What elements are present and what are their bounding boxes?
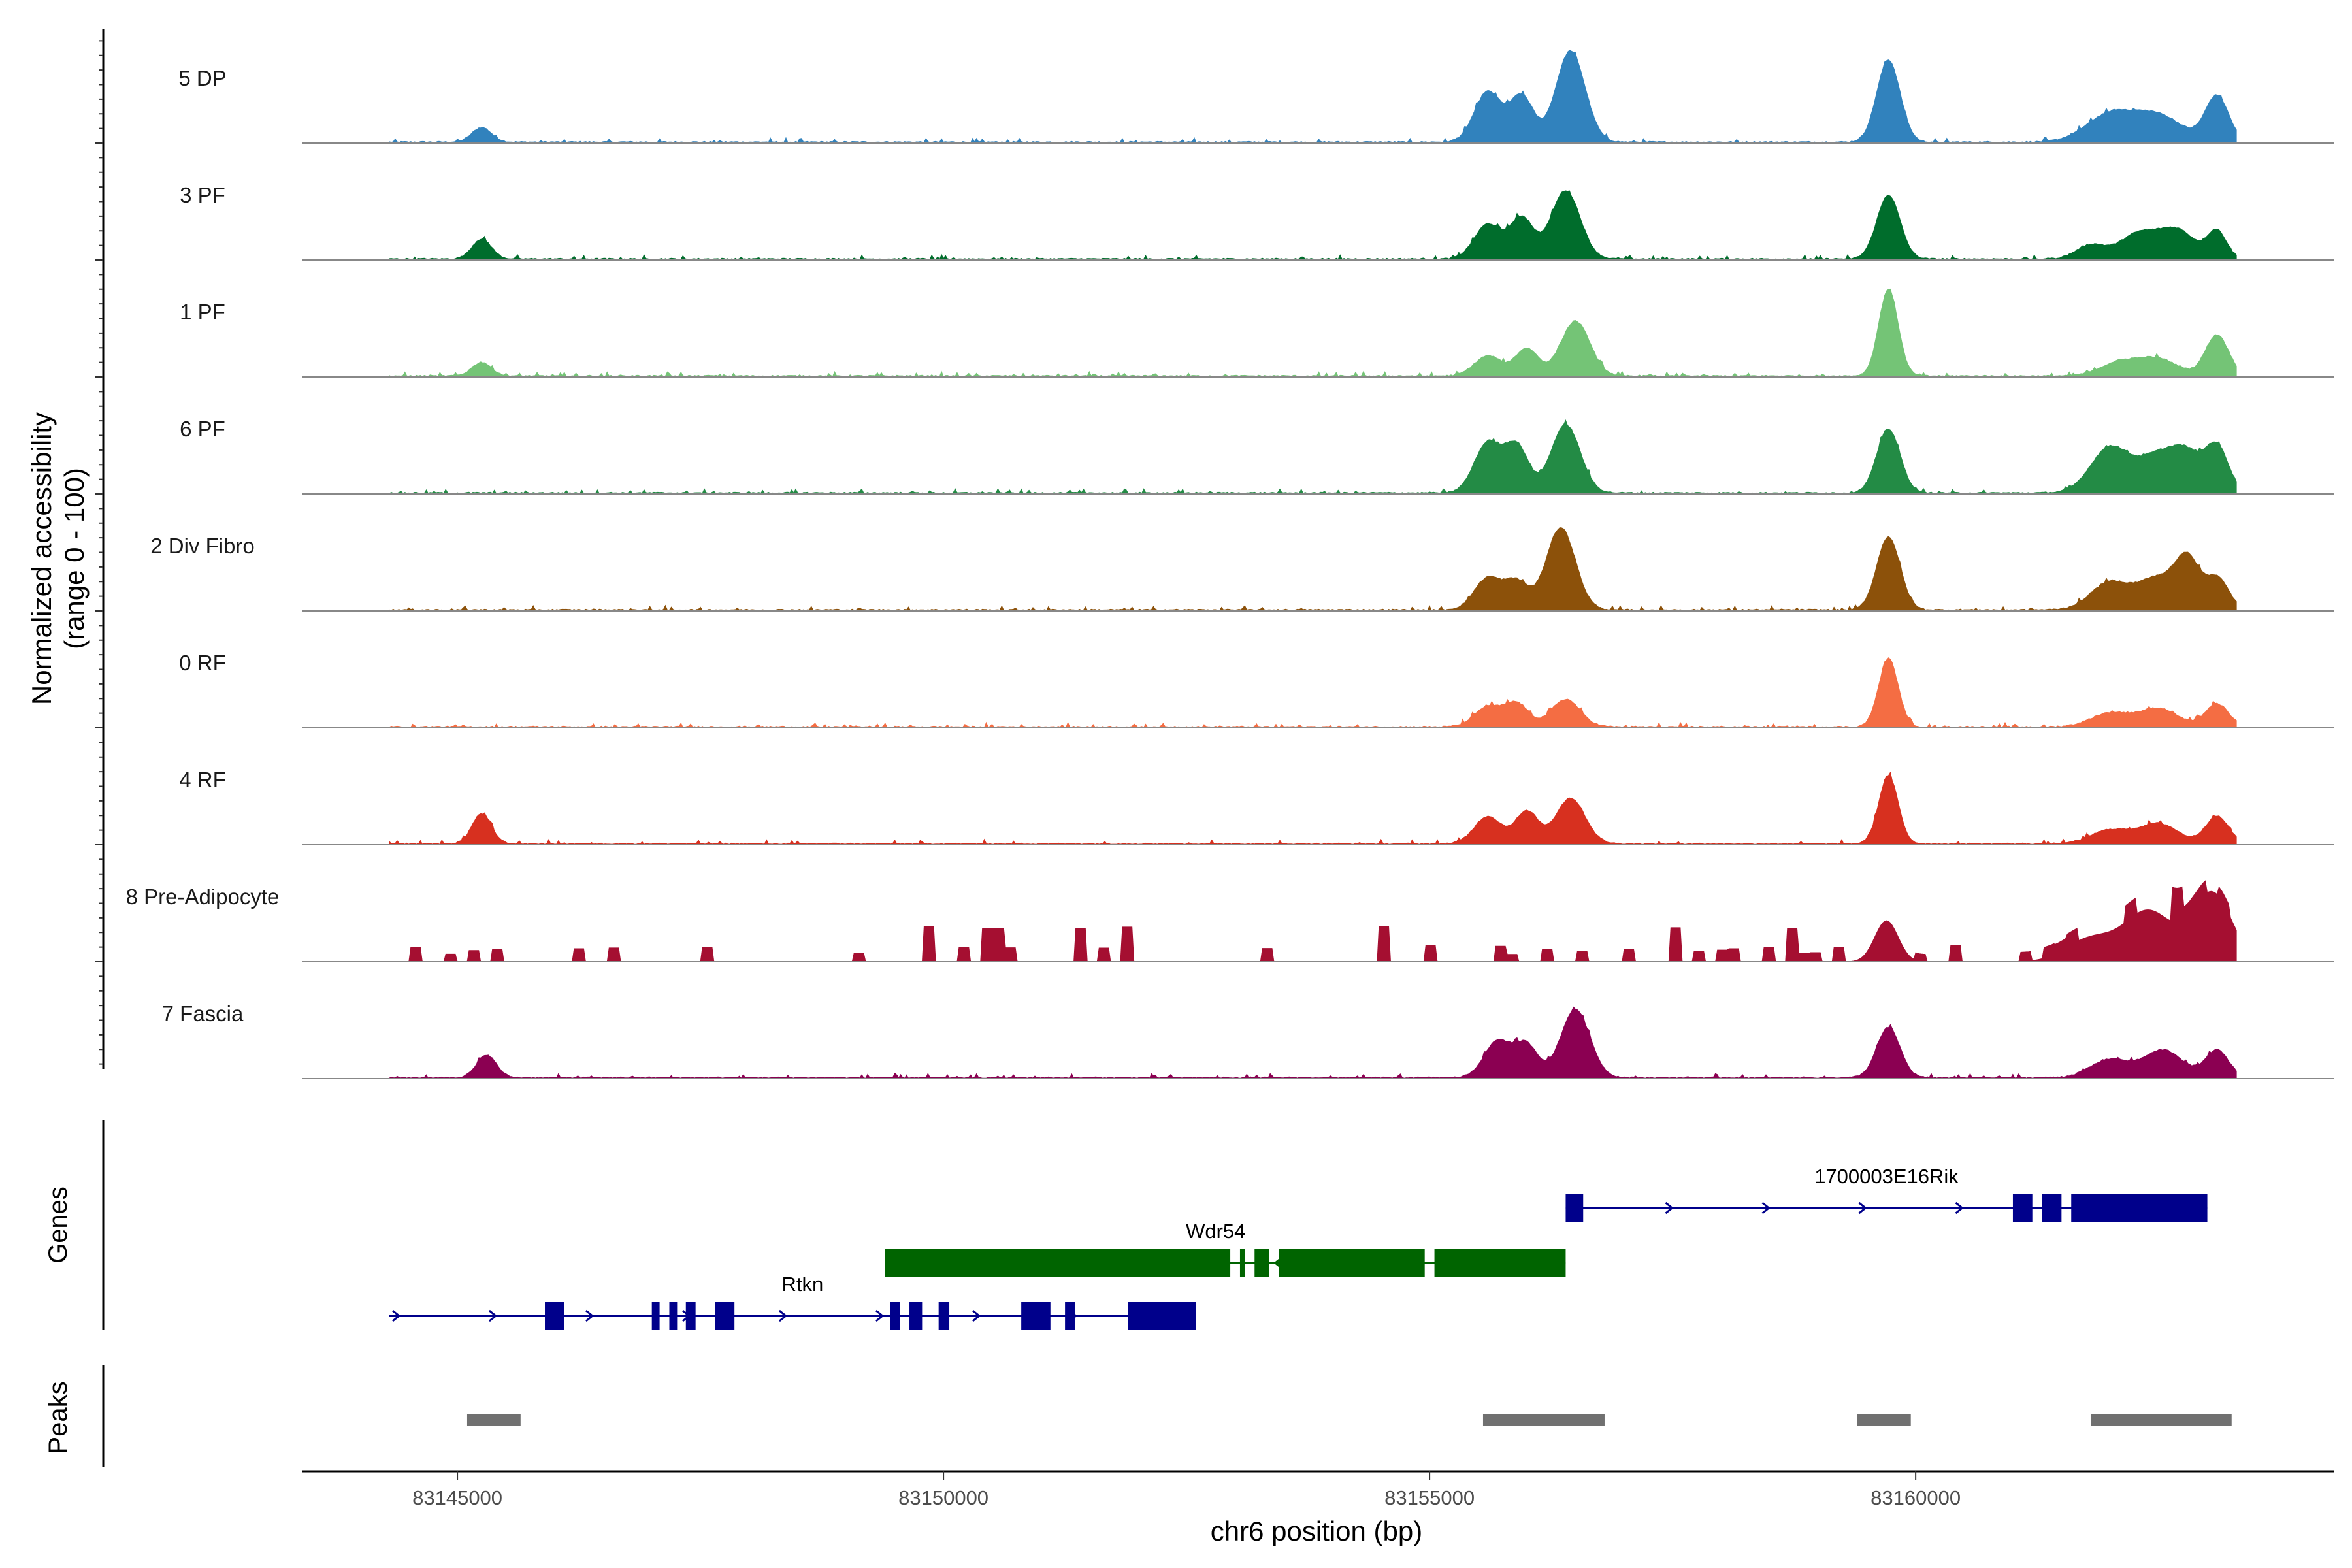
x-axis-title: chr6 position (bp) xyxy=(1211,1516,1423,1546)
peak-region xyxy=(1482,1414,1605,1426)
gene-exon xyxy=(1434,1249,1566,1277)
strand-arrow xyxy=(778,1309,788,1322)
track-label: 6 PF xyxy=(180,417,225,441)
gene-exon xyxy=(1065,1302,1075,1330)
coverage-area xyxy=(389,1006,2237,1079)
peak-region xyxy=(1857,1414,1911,1426)
gene-exon xyxy=(938,1302,950,1330)
strand-arrow xyxy=(391,1309,401,1322)
strand-arrow xyxy=(1761,1201,1771,1215)
gene-label: 1700003E16Rik xyxy=(1814,1165,1959,1188)
gene-exon xyxy=(1279,1249,1425,1277)
strand-arrow xyxy=(585,1309,595,1322)
gene-model: 1700003E16Rik xyxy=(1565,1165,2208,1222)
gene-label: Wdr54 xyxy=(1186,1220,1245,1243)
track-label: 2 Div Fibro xyxy=(150,534,255,558)
strand-arrow xyxy=(1858,1201,1867,1215)
coverage-area xyxy=(389,771,2237,845)
peak-region xyxy=(2090,1414,2232,1426)
coverage-track: 2 Div Fibro xyxy=(150,527,2334,612)
coverage-track: 4 RF xyxy=(179,768,2334,845)
peaks-panel-title: Peaks xyxy=(44,1381,73,1454)
coverage-area xyxy=(389,190,2237,261)
strand-arrow xyxy=(972,1309,981,1322)
gene-exon xyxy=(1254,1249,1269,1277)
x-axis: 83145000 83150000 83155000 83160000 xyxy=(302,1470,2334,1509)
x-tick-label: 83150000 xyxy=(898,1486,988,1509)
gene-model: Rtkn xyxy=(389,1273,1196,1330)
coverage-track: 7 Fascia xyxy=(162,1002,2334,1079)
x-tick-label: 83160000 xyxy=(1870,1486,1961,1509)
gene-exon xyxy=(1239,1249,1245,1277)
accessibility-y-axis xyxy=(95,29,105,1069)
coverage-area xyxy=(389,657,2237,728)
gene-exon xyxy=(715,1302,735,1330)
coverage-area xyxy=(389,50,2237,144)
gene-exon xyxy=(651,1302,660,1330)
coverage-track: 3 PF xyxy=(180,183,2334,261)
gene-exon xyxy=(1128,1302,1196,1330)
gene-exon xyxy=(685,1302,696,1330)
x-tick-label: 83145000 xyxy=(412,1486,502,1509)
coverage-track: 5 DP xyxy=(178,50,2334,144)
coverage-track: 0 RF xyxy=(179,651,2334,728)
coverage-area xyxy=(389,419,2237,495)
gene-exon xyxy=(1021,1302,1051,1330)
track-label: 0 RF xyxy=(179,651,226,675)
gene-exon xyxy=(545,1302,564,1330)
y-axis-title-line1: Normalized accessibility xyxy=(26,412,57,705)
gene-exon xyxy=(2012,1194,2033,1222)
track-label: 4 RF xyxy=(179,768,226,792)
gene-exon xyxy=(2071,1194,2208,1222)
genes-panel: 1700003E16Rik Wdr54 Rtkn xyxy=(102,1120,2208,1330)
coverage-track: 6 PF xyxy=(180,417,2334,495)
strand-arrow xyxy=(1665,1201,1674,1215)
strand-arrow xyxy=(488,1309,498,1322)
x-tick-label: 83155000 xyxy=(1384,1486,1475,1509)
gene-label: Rtkn xyxy=(781,1273,823,1296)
coverage-area xyxy=(389,527,2237,612)
coverage-area xyxy=(389,288,2237,378)
gene-exon xyxy=(669,1302,678,1330)
coverage-track: 1 PF xyxy=(180,288,2334,378)
track-label: 3 PF xyxy=(180,183,225,207)
y-axis-title-line2: (range 0 - 100) xyxy=(59,468,90,649)
track-label: 5 DP xyxy=(178,66,226,90)
strand-arrow xyxy=(875,1309,885,1322)
gene-exon xyxy=(885,1249,1231,1277)
gene-model: Wdr54 xyxy=(885,1220,1566,1277)
gene-exon xyxy=(1565,1194,1584,1222)
peaks-panel xyxy=(102,1365,2232,1467)
track-label: 8 Pre-Adipocyte xyxy=(126,885,280,909)
gene-exon xyxy=(909,1302,923,1330)
peak-region xyxy=(466,1414,521,1426)
track-label: 7 Fascia xyxy=(162,1002,244,1026)
coverage-area xyxy=(389,880,2237,962)
coverage-tracks: 5 DP 3 PF 1 PF 6 PF 2 Div Fibro 0 RF 4 RF 8 Pre… xyxy=(126,50,2334,1079)
gene-exon xyxy=(890,1302,900,1330)
coverage-track: 8 Pre-Adipocyte xyxy=(126,880,2334,962)
strand-arrow xyxy=(1955,1201,1964,1215)
track-label: 1 PF xyxy=(180,300,225,324)
genes-panel-title: Genes xyxy=(44,1186,73,1264)
gene-exon xyxy=(2042,1194,2062,1222)
